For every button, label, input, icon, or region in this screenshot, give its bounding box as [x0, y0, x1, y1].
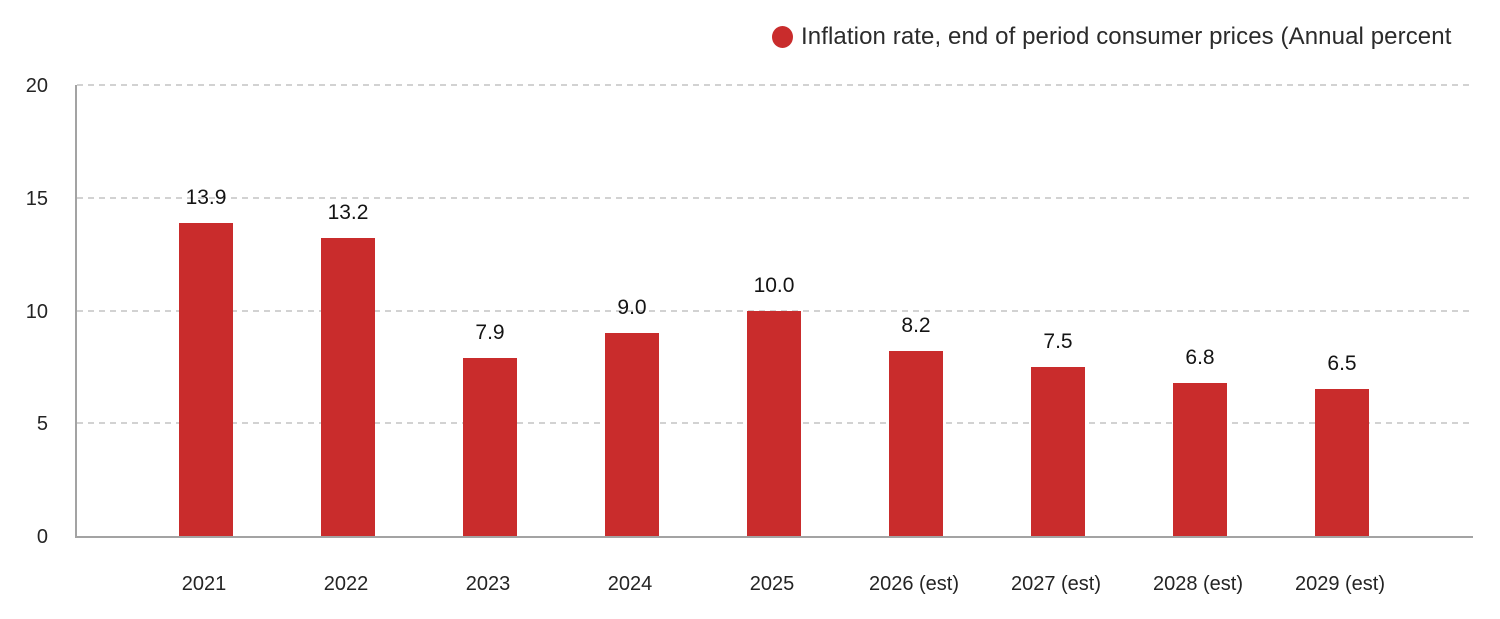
- bar-2021[interactable]: [179, 222, 233, 536]
- bar-2028-est-[interactable]: [1173, 382, 1227, 536]
- x-axis-label: 2022: [323, 573, 369, 595]
- plot-area: 13.9 13.2 7.9 9.0 10.0 8.2 7.5 6.8 6.5: [75, 84, 1473, 538]
- y-axis-tick-label: 0: [36, 526, 48, 548]
- x-axis: 2021 2022 2023 2024 2025 2026 (est) 2027 (est)…: [75, 571, 1473, 601]
- bar-value-label: 13.2: [327, 201, 369, 225]
- gridline-15: [77, 196, 1473, 199]
- legend-marker-dot-icon: [772, 26, 793, 48]
- x-axis-label: 2029 (est): [1294, 573, 1386, 595]
- bar-2023[interactable]: [463, 357, 517, 536]
- x-axis-label: 2021: [181, 573, 227, 595]
- bar-2026-est-[interactable]: [889, 351, 943, 536]
- x-axis-label: 2027 (est): [1010, 573, 1102, 595]
- legend-label: Inflation rate, end of period consumer p…: [801, 23, 1452, 50]
- x-axis-label: 2028 (est): [1152, 573, 1244, 595]
- gridline-20: [77, 84, 1473, 86]
- bar-value-label: 7.9: [475, 320, 505, 344]
- bar-value-label: 10.0: [753, 273, 795, 297]
- y-axis-tick-label: 5: [36, 413, 48, 436]
- bar-value-label: 7.5: [1043, 329, 1073, 353]
- x-axis-label: 2025: [749, 573, 795, 595]
- bar-value-label: 8.2: [901, 314, 931, 338]
- bar-2029-est-[interactable]: [1315, 389, 1369, 536]
- bar-value-label: 6.8: [1185, 345, 1215, 369]
- bar-2022[interactable]: [321, 238, 375, 536]
- x-axis-label: 2023: [465, 573, 511, 595]
- bar-2027-est-[interactable]: [1031, 366, 1085, 536]
- x-axis-label: 2026 (est): [868, 573, 960, 595]
- y-axis: 0 5 10 15 20: [0, 75, 48, 548]
- bar-value-label: 6.5: [1327, 352, 1357, 376]
- y-axis-tick-label: 20: [25, 75, 48, 97]
- y-axis-tick-label: 10: [25, 300, 48, 323]
- bar-value-label: 9.0: [617, 296, 647, 320]
- chart-legend[interactable]: Inflation rate, end of period consumer p…: [772, 22, 1451, 52]
- bar-2024[interactable]: [605, 333, 659, 536]
- bar-value-label: 13.9: [185, 185, 227, 209]
- x-axis-label: 2024: [607, 573, 653, 595]
- y-axis-tick-label: 15: [25, 187, 48, 210]
- bar-2025[interactable]: [747, 310, 801, 536]
